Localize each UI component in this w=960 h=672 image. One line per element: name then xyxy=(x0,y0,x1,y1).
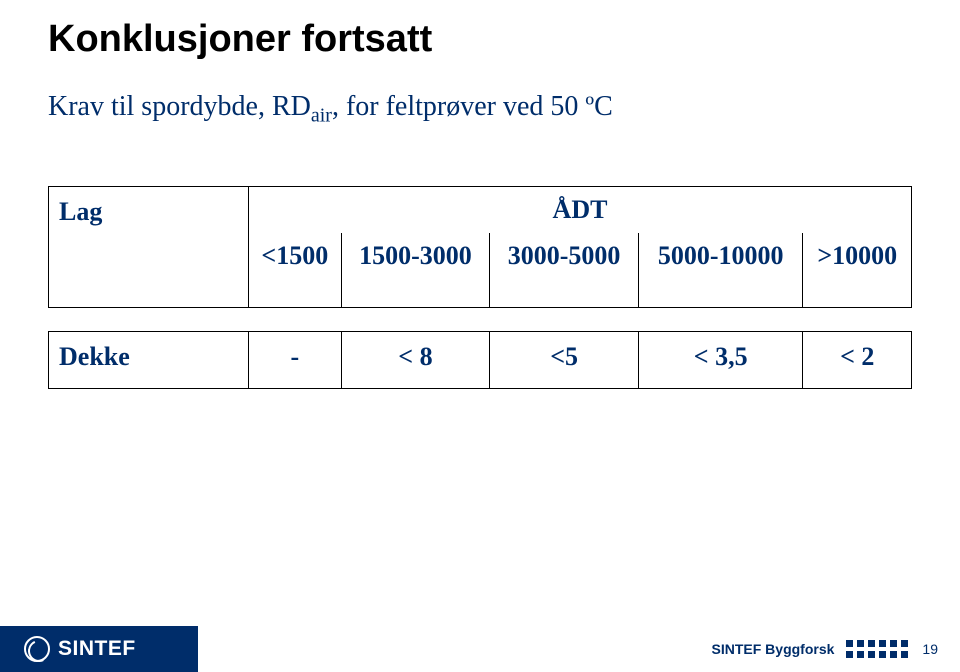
data-cell: <5 xyxy=(490,331,639,388)
footer: SINTEF SINTEF Byggforsk 19 xyxy=(0,626,960,672)
subtitle-part2: , for feltprøver ved 50 ºC xyxy=(332,91,613,122)
range-cell: >10000 xyxy=(803,233,912,308)
page-number: 19 xyxy=(922,641,938,657)
footer-dots-icon xyxy=(846,640,908,658)
range-cell: <1500 xyxy=(249,233,342,308)
slide-subtitle: Krav til spordybde, RDair, for feltprøve… xyxy=(48,91,912,128)
brand-name: SINTEF xyxy=(58,637,136,661)
range-cell: 3000-5000 xyxy=(490,233,639,308)
table-spacer xyxy=(49,307,912,331)
data-row-label: Dekke xyxy=(49,331,249,388)
range-cell: 1500-3000 xyxy=(341,233,490,308)
brand-logo: SINTEF xyxy=(0,626,198,672)
table-container: Lag ÅDT <1500 1500-3000 3000-5000 5000-1… xyxy=(48,186,912,389)
row-header-label: Lag xyxy=(49,186,249,307)
data-cell: - xyxy=(249,331,342,388)
brand-logo-icon xyxy=(24,636,50,662)
subtitle-subscript: air xyxy=(311,105,332,127)
data-cell: < 2 xyxy=(803,331,912,388)
slide-title: Konklusjoner fortsatt xyxy=(48,18,912,61)
footer-label: SINTEF Byggforsk xyxy=(712,641,835,657)
subtitle-part1: Krav til spordybde, RD xyxy=(48,91,311,122)
data-cell: < 3,5 xyxy=(638,331,803,388)
data-cell: < 8 xyxy=(341,331,490,388)
slide: Konklusjoner fortsatt Krav til spordybde… xyxy=(0,0,960,672)
data-table: Lag ÅDT <1500 1500-3000 3000-5000 5000-1… xyxy=(48,186,912,389)
range-cell: 5000-10000 xyxy=(638,233,803,308)
col-group-label: ÅDT xyxy=(249,186,912,233)
